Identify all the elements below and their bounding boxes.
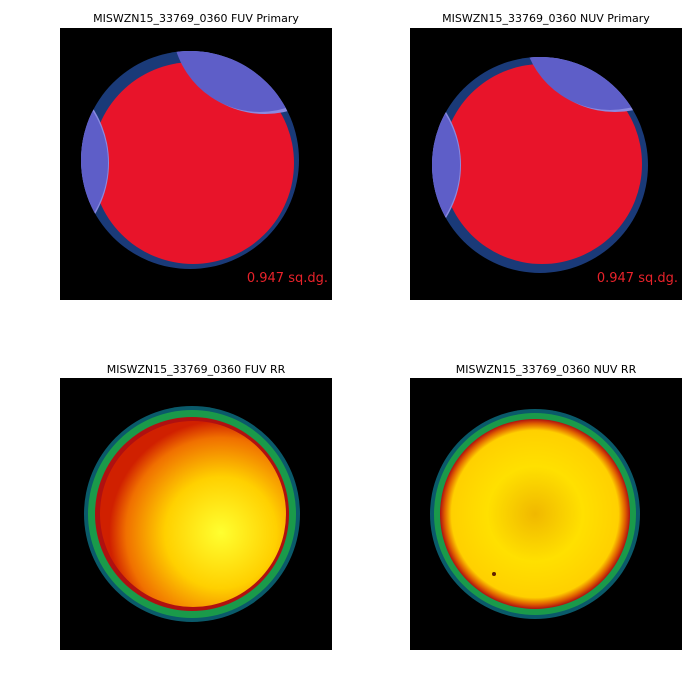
panel-title: MISWZN15_33769_0360 NUV Primary [442, 12, 650, 25]
panel-image [410, 378, 682, 650]
panel-title: MISWZN15_33769_0360 FUV Primary [93, 12, 299, 25]
panel-title: MISWZN15_33769_0360 NUV RR [456, 363, 637, 376]
panel-image [60, 378, 332, 650]
panel-image: 0.947 sq.dg. [410, 28, 682, 300]
area-label: 0.947 sq.dg. [247, 271, 328, 286]
panel-title: MISWZN15_33769_0360 FUV RR [107, 363, 286, 376]
area-label: 0.947 sq.dg. [597, 271, 678, 286]
panel-image: 0.947 sq.dg. [60, 28, 332, 300]
